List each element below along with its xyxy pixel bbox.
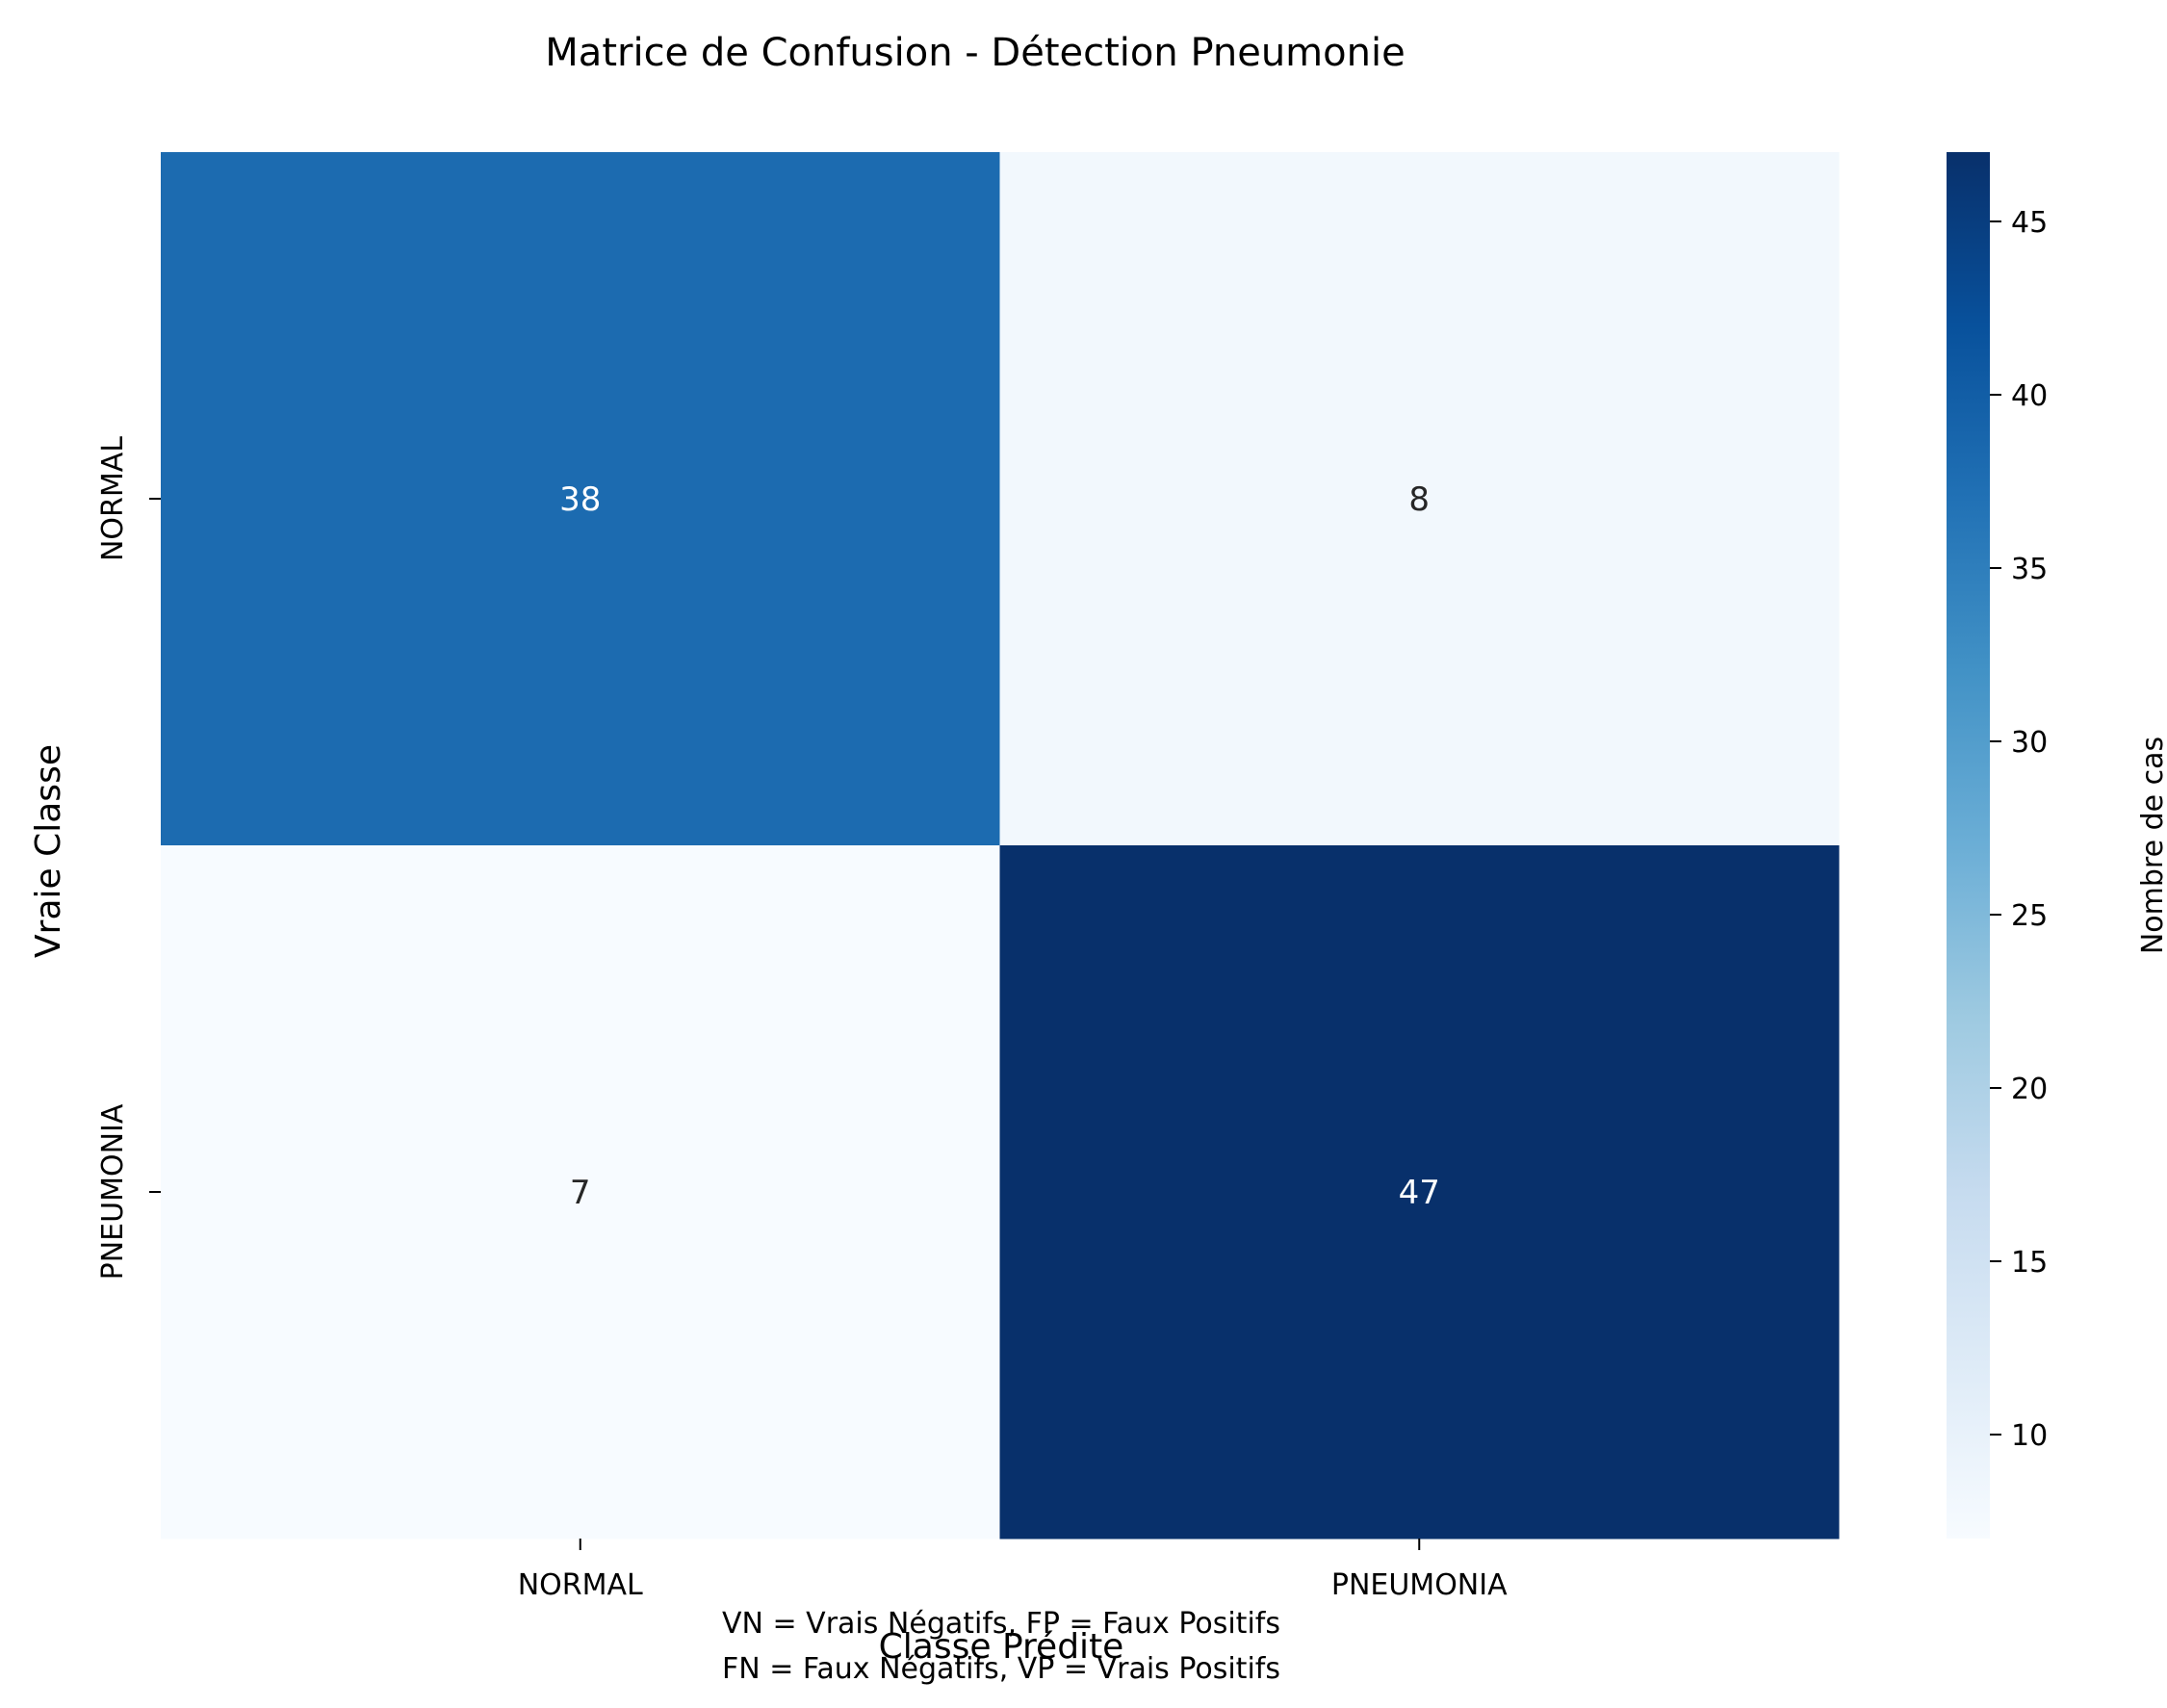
colorbar-tick-label: 35 [2011, 553, 2048, 586]
colorbar-tick-label: 40 [2011, 379, 2048, 413]
x-axis-label: Classe Prédite [879, 1627, 1124, 1667]
colorbar-tick-label: 30 [2011, 726, 2048, 760]
annotation-line-2: FN = Faux Négatifs, VP = Vrais Positifs [722, 1652, 1280, 1686]
colorbar [1947, 152, 1990, 1539]
heatmap-cell-1-0 [161, 845, 1000, 1540]
heatmap-cell-1-1 [999, 845, 1840, 1540]
colorbar-tick-label: 15 [2011, 1246, 2048, 1280]
cell-value-label: 47 [1399, 1174, 1440, 1212]
heatmap-cell-labels: 38 8 7 47 [559, 480, 1440, 1212]
y-axis-ticks: NORMAL PNEUMONIA [96, 436, 161, 1280]
y-tick-label: PNEUMONIA [96, 1103, 130, 1280]
y-axis-label: Vraie Classe [29, 744, 68, 958]
colorbar-tick-label: 45 [2011, 206, 2048, 240]
chart-title: Matrice de Confusion - Détection Pneumon… [545, 31, 1405, 75]
heatmap-cell-0-0 [161, 152, 1000, 846]
cell-value-label: 8 [1408, 480, 1430, 519]
colorbar-label: Nombre de cas [2136, 737, 2167, 954]
colorbar-tick-label: 10 [2011, 1419, 2048, 1453]
cell-value-label: 7 [570, 1174, 591, 1212]
colorbar-tick-label: 20 [2011, 1073, 2048, 1106]
x-axis-ticks: NORMAL PNEUMONIA [518, 1539, 1508, 1602]
annotation-line-1: VN = Vrais Négatifs, FP = Faux Positifs [722, 1607, 1280, 1641]
y-tick-label: NORMAL [96, 436, 130, 561]
colorbar-tick-label: 25 [2011, 899, 2048, 933]
colorbar-ticks: 10 15 20 25 30 35 40 45 [1990, 206, 2048, 1453]
heatmap-cell-0-1 [999, 152, 1840, 846]
heatmap-cells [161, 152, 1840, 1540]
cell-value-label: 38 [559, 480, 601, 519]
x-tick-label: NORMAL [518, 1568, 643, 1602]
x-tick-label: PNEUMONIA [1331, 1568, 1508, 1602]
